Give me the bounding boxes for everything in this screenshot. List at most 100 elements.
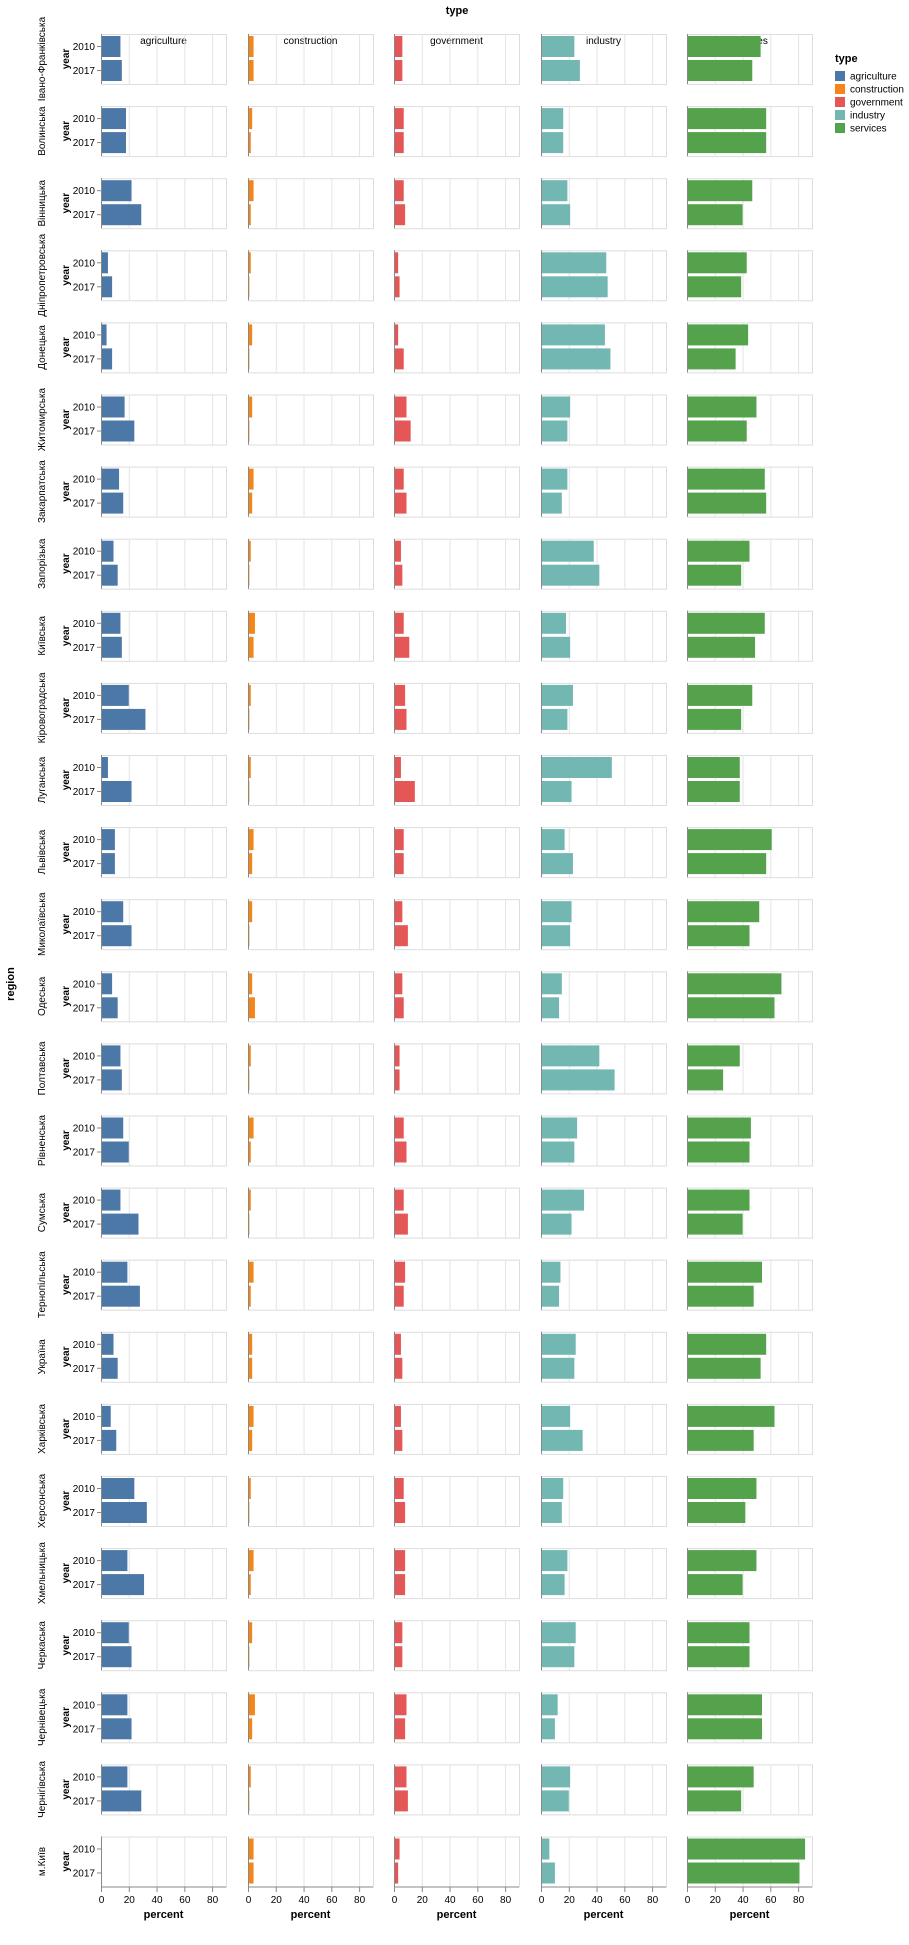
- bar-construction-2017: [248, 132, 251, 154]
- panel-frame: [394, 1620, 520, 1672]
- panel-frame: [394, 1187, 520, 1239]
- bar-agriculture-2010: [101, 1333, 114, 1355]
- year-tick-label: 2017: [73, 571, 96, 582]
- y-axis-title: year: [61, 1707, 72, 1728]
- x-tick-label: 0: [685, 1895, 691, 1906]
- bar-construction-2010: [248, 757, 251, 778]
- bar-industry-2017: [541, 60, 580, 81]
- bar-agriculture-2017: [101, 204, 142, 226]
- panel-frame: [248, 1115, 374, 1167]
- panel-frame: [394, 178, 520, 230]
- bar-construction-2010: [248, 1261, 254, 1283]
- panel-frame: [394, 1476, 520, 1527]
- x-tick-label: 60: [326, 1895, 338, 1906]
- bar-government-2017: [394, 708, 407, 730]
- panel-frame: [248, 1764, 374, 1816]
- bar-industry-2017: [541, 1429, 583, 1451]
- year-tick-label: 2010: [73, 1700, 96, 1711]
- panel-frame: [248, 1187, 374, 1239]
- bar-government-2017: [394, 1718, 406, 1740]
- bar-agriculture-2017: [101, 492, 124, 514]
- region-label: Черкаська: [37, 1621, 48, 1670]
- bar-government-2017: [394, 1790, 408, 1812]
- bar-construction-2010: [248, 973, 253, 995]
- x-tick-label: 60: [179, 1895, 191, 1906]
- column-header-construction: construction: [284, 36, 338, 47]
- panel-frame: [248, 610, 374, 662]
- year-tick-label: 2010: [73, 1268, 96, 1279]
- bar-construction-2010: [248, 1694, 255, 1716]
- panel-frame: [101, 971, 227, 1023]
- panel-frame: [394, 466, 520, 518]
- panel-frame: [394, 394, 520, 446]
- x-axes: 0 20 40 60 80 percent 0 20 40 60 80 percent 0 20 40 60 8…: [99, 1886, 812, 1921]
- legend-label-industry: industry: [850, 111, 885, 122]
- year-tick-label: 2017: [73, 1652, 96, 1663]
- year-tick-label: 2017: [73, 282, 96, 293]
- bar-industry-2010: [541, 1478, 564, 1499]
- bar-construction-2010: [248, 1478, 251, 1499]
- bar-industry-2010: [541, 1189, 585, 1211]
- region-label: Хмельницька: [37, 1542, 48, 1604]
- region-label: Житомирська: [37, 387, 48, 451]
- year-tick-label: 2017: [73, 1580, 96, 1591]
- year-tick-label: 2017: [73, 1148, 96, 1159]
- bar-services-2010: [687, 1694, 762, 1716]
- y-axis-title: year: [61, 698, 72, 719]
- year-tick-label: 2017: [73, 1724, 96, 1735]
- x-tick-label: 40: [737, 1895, 749, 1906]
- bar-services-2010: [687, 757, 740, 778]
- bar-services-2010: [687, 973, 782, 995]
- bar-government-2017: [394, 204, 406, 226]
- bar-services-2010: [687, 396, 757, 418]
- bar-government-2017: [394, 1213, 408, 1235]
- bar-services-2017: [687, 564, 742, 586]
- panel-frame: [394, 610, 520, 662]
- bar-industry-2010: [541, 901, 572, 923]
- bar-construction-2017: [248, 1574, 251, 1596]
- panel-frame: [394, 1043, 520, 1095]
- bar-industry-2017: [541, 1646, 575, 1668]
- x-tick-label: 80: [793, 1895, 805, 1906]
- y-axis-title: year: [61, 1635, 72, 1656]
- bar-services-2010: [687, 324, 749, 346]
- bar-agriculture-2010: [101, 612, 121, 634]
- year-tick-label: 2010: [73, 330, 96, 341]
- bar-agriculture-2010: [101, 108, 126, 130]
- bar-agriculture-2010: [101, 36, 121, 57]
- bar-services-2010: [687, 1117, 751, 1139]
- panel-frame: [248, 1692, 374, 1744]
- column-header-industry: industry: [586, 36, 621, 47]
- x-tick-label: 60: [472, 1895, 484, 1906]
- year-tick-label: 2017: [73, 715, 96, 726]
- bar-industry-2017: [541, 1285, 560, 1307]
- bar-government-2017: [394, 1285, 404, 1307]
- bar-industry-2010: [541, 1117, 578, 1139]
- bar-construction-2010: [248, 468, 254, 490]
- bar-agriculture-2017: [101, 925, 132, 947]
- x-tick-label: 60: [765, 1895, 777, 1906]
- panel-frame: [394, 106, 520, 158]
- year-tick-label: 2010: [73, 258, 96, 269]
- bar-services-2017: [687, 492, 767, 514]
- year-tick-label: 2010: [73, 547, 96, 558]
- bar-services-2017: [687, 1718, 762, 1740]
- bar-services-2010: [687, 180, 753, 202]
- bar-government-2010: [394, 1261, 406, 1283]
- bar-agriculture-2017: [101, 348, 113, 370]
- panel-frame: [394, 1331, 520, 1383]
- y-axis-title: year: [61, 337, 72, 358]
- bar-industry-2010: [541, 252, 607, 274]
- panel-frame: [541, 1836, 667, 1888]
- y-axis-title: year: [61, 1851, 72, 1872]
- x-tick-label: 80: [500, 1895, 512, 1906]
- panel-frame: [394, 1403, 520, 1455]
- bar-construction-2017: [248, 853, 253, 875]
